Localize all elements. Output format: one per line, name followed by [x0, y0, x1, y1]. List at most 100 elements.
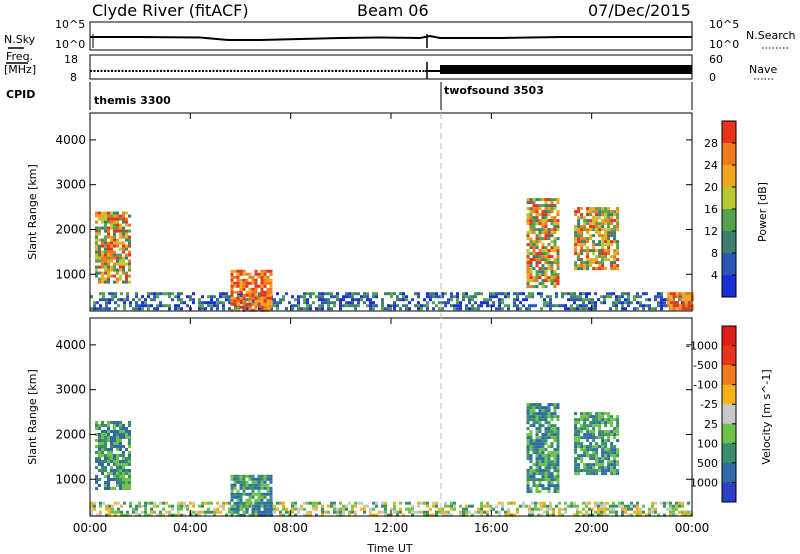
power-echo-cell [553, 222, 557, 226]
power-echo-cell [538, 219, 542, 223]
velocity-echo-cell [327, 510, 330, 514]
velocity-echo-cell [601, 430, 605, 434]
velocity-echo-cell [544, 406, 548, 410]
power-echo-cell [585, 304, 588, 308]
velocity-echo-cell [574, 421, 578, 425]
power-echo-cell [591, 307, 594, 311]
power-echo-cell [529, 207, 533, 211]
velocity-echo-cell [580, 436, 584, 440]
power-echo-cell [125, 274, 128, 278]
velocity-echo-cell [122, 454, 125, 457]
power-echo-cell [128, 214, 131, 218]
power-echo-cell [607, 258, 611, 262]
power-echo-cell [108, 301, 111, 305]
power-echo-cell [535, 234, 539, 238]
velocity-echo-cell [601, 445, 605, 449]
power-echo-cell [104, 226, 107, 230]
velocity-echo-cell [129, 504, 132, 508]
velocity-echo-cell [95, 433, 98, 436]
velocity-echo-cell [501, 507, 504, 511]
power-echo-cell [580, 225, 584, 229]
power-echo-cell [648, 307, 651, 311]
velocity-echo-cell [183, 501, 186, 505]
velocity-echo-cell [547, 412, 551, 416]
velocity-echo-cell [681, 513, 684, 517]
power-echo-cell [306, 304, 309, 308]
velocity-echo-cell [574, 436, 578, 440]
velocity-echo-cell [595, 448, 599, 452]
power-echo-cell [315, 307, 318, 311]
power-echo-cell [532, 207, 536, 211]
velocity-echo-cell [432, 504, 435, 508]
power-echo-cell [669, 292, 673, 296]
power-echo-cell [110, 238, 113, 242]
velocity-echo-cell [107, 481, 110, 484]
power-echo-cell [607, 252, 611, 256]
power-echo-cell [98, 280, 101, 284]
power-echo-cell [105, 298, 108, 302]
velocity-echo-cell [128, 472, 131, 475]
velocity-echo-cell [260, 498, 264, 502]
velocity-echo-cell [585, 501, 588, 505]
power-echo-cell [110, 250, 113, 254]
velocity-colorbar-tick-label: 25 [704, 418, 718, 431]
velocity-echo-cell [528, 504, 531, 508]
power-echo-cell [168, 307, 171, 311]
velocity-echo-cell [354, 513, 357, 517]
power-echo-cell [435, 304, 438, 308]
velocity-echo-cell [150, 513, 153, 517]
power-echo-cell [252, 301, 255, 305]
velocity-echo-cell [245, 486, 249, 490]
power-echo-cell [98, 214, 101, 218]
power-echo-cell [550, 198, 554, 202]
velocity-echo-cell [529, 409, 533, 413]
power-echo-cell [586, 261, 590, 265]
power-echo-cell [616, 243, 620, 247]
power-echo-cell [604, 243, 608, 247]
power-echo-cell [107, 277, 110, 281]
power-echo-cell [135, 304, 138, 308]
velocity-echo-cell [128, 460, 131, 463]
power-echo-cell [219, 295, 222, 299]
velocity-echo-cell [613, 436, 617, 440]
power-echo-cell [610, 216, 614, 220]
velocity-echo-cell [128, 478, 131, 481]
power-echo-cell [556, 255, 560, 259]
power-echo-cell [552, 304, 555, 308]
power-echo-cell [577, 228, 581, 232]
power-echo-cell [104, 271, 107, 275]
power-echo-cell [589, 222, 593, 226]
power-echo-cell [601, 267, 605, 271]
power-echo-cell [570, 304, 573, 308]
power-echo-cell [582, 304, 585, 308]
cpid-mode-1: themis 3300 [94, 94, 171, 107]
power-echo-cell [538, 207, 542, 211]
power-echo-cell [537, 292, 540, 296]
power-echo-cell [654, 298, 657, 302]
velocity-echo-cell [538, 463, 542, 467]
power-echo-cell [627, 301, 630, 305]
velocity-echo-cell [342, 510, 345, 514]
velocity-echo-cell [541, 442, 545, 446]
power-echo-cell [555, 304, 558, 308]
velocity-echo-cell [113, 442, 116, 445]
velocity-echo-cell [269, 489, 273, 493]
velocity-echo-cell [462, 513, 465, 517]
power-echo-cell [561, 295, 564, 299]
velocity-echo-cell [393, 507, 396, 511]
velocity-echo-cell [116, 436, 119, 439]
velocity-echo-cell [239, 513, 243, 517]
power-echo-cell [532, 258, 536, 262]
power-echo-cell [636, 295, 639, 299]
velocity-echo-cell [526, 439, 530, 443]
nave-trace-block [440, 65, 692, 74]
power-echo-cell [180, 307, 183, 311]
velocity-echo-cell [577, 445, 581, 449]
power-echo-cell [108, 307, 111, 311]
power-echo-cell [621, 304, 624, 308]
velocity-echo-cell [95, 481, 98, 484]
velocity-echo-cell [236, 492, 240, 496]
power-echo-cell [123, 301, 126, 305]
velocity-echo-cell [288, 510, 291, 514]
velocity-echo-cell [526, 484, 530, 488]
